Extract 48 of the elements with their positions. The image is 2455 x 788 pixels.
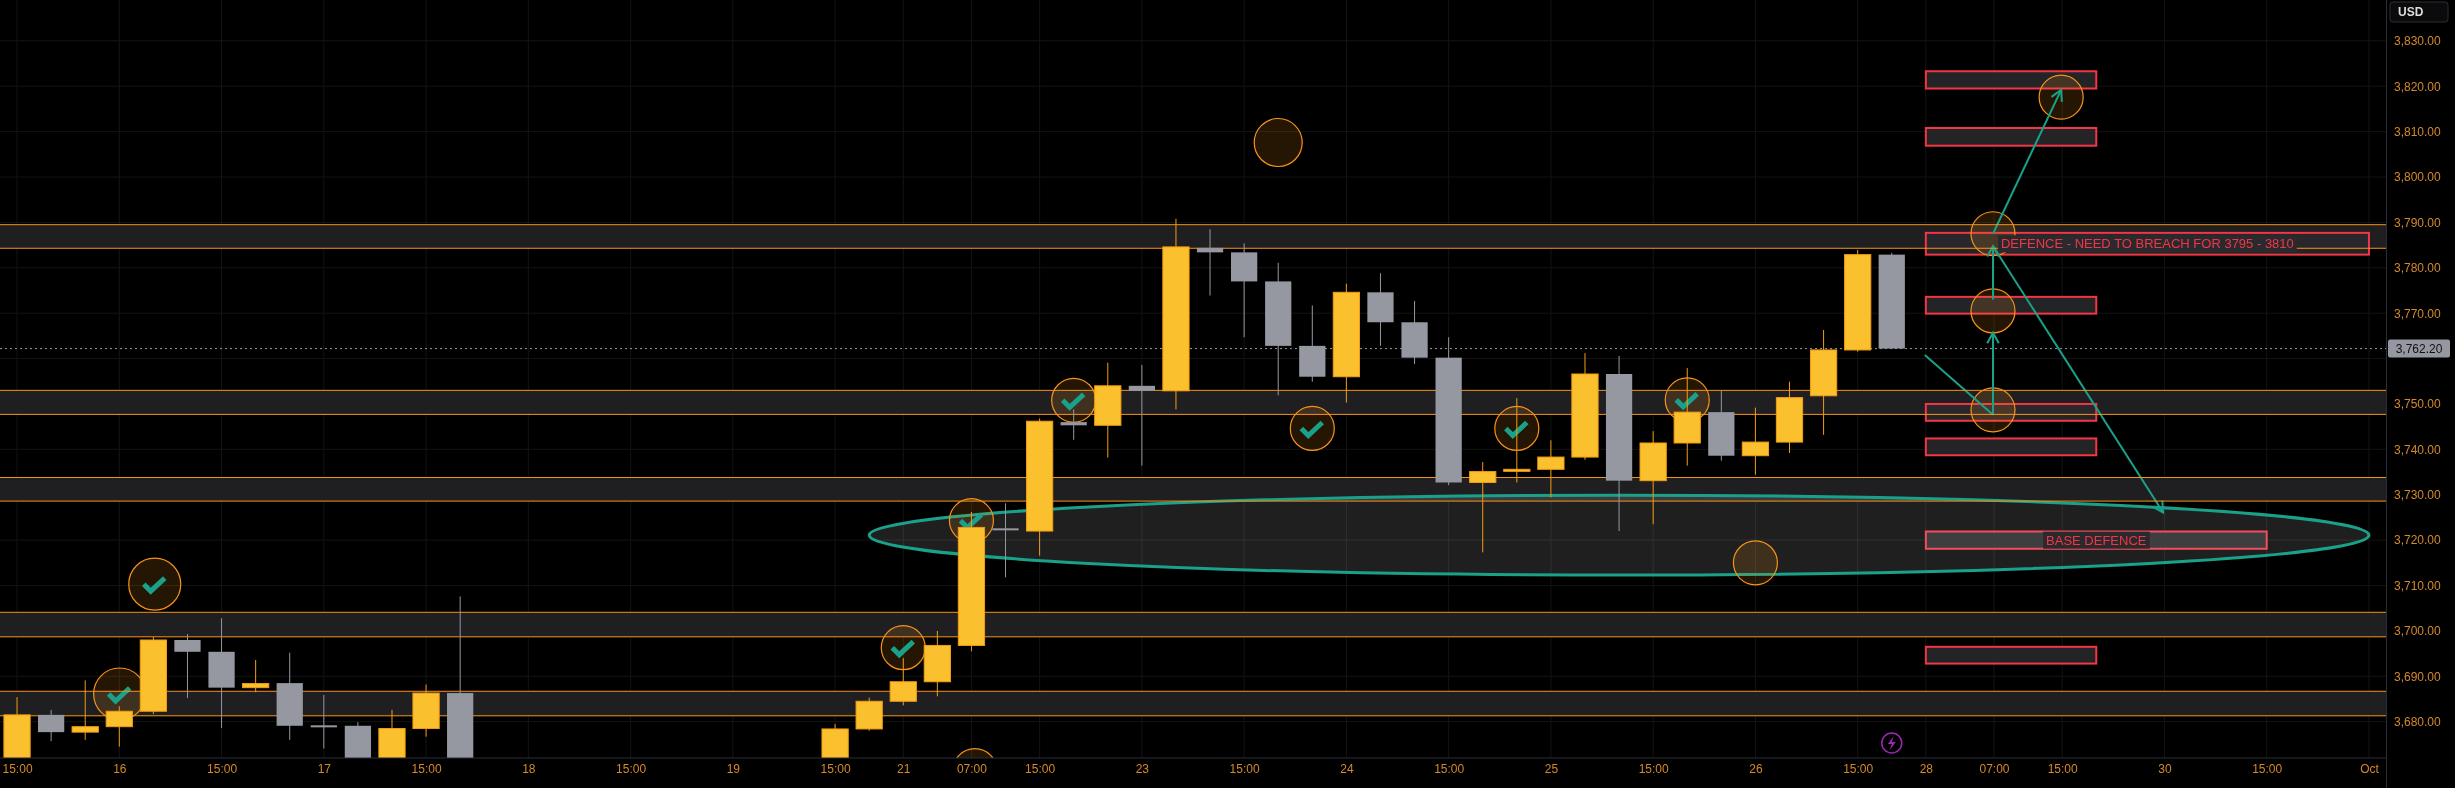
y-tick-label: 3,710.00 [2394, 578, 2442, 593]
x-tick-label: 15:00 [2047, 761, 2079, 776]
x-tick-label: 15:00 [1843, 761, 1874, 776]
y-tick-label: 3,810.00 [2394, 124, 2442, 139]
x-tick-label: 15:00 [616, 761, 647, 776]
x-tick-label: 25 [1544, 761, 1559, 776]
x-tick-label: 26 [1749, 761, 1763, 776]
y-tick-label: 3,800.00 [2394, 170, 2442, 185]
x-tick-label: 15:00 [820, 761, 851, 776]
y-tick-label: 3,790.00 [2394, 215, 2442, 230]
band-label: BASE DEFENCE [2046, 532, 2147, 548]
x-tick-label: 28 [1919, 761, 1934, 776]
x-tick-label: 15:00 [411, 761, 442, 776]
x-tick-label: 15:00 [1025, 761, 1056, 776]
y-tick-label: 3,690.00 [2394, 669, 2442, 684]
y-tick-label: 3,680.00 [2394, 715, 2442, 730]
x-tick-label: 07:00 [956, 761, 988, 776]
x-tick-label: Oct [2360, 761, 2380, 776]
x-tick-label: 30 [2158, 761, 2172, 776]
x-tick-label: 24 [1340, 761, 1354, 776]
y-tick-label: 3,730.00 [2394, 488, 2442, 503]
y-tick-label: 3,820.00 [2394, 79, 2442, 94]
x-tick-label: 15:00 [1638, 761, 1669, 776]
x-tick-label: 18 [522, 761, 536, 776]
candlestick [992, 502, 1019, 578]
y-tick-label: 3,830.00 [2394, 34, 2442, 49]
x-tick-label: 15:00 [207, 761, 238, 776]
y-tick-label: 3,700.00 [2394, 624, 2442, 639]
candlestick [1128, 364, 1155, 467]
x-tick-label: 23 [1135, 761, 1150, 776]
x-tick-label: 17 [317, 761, 332, 776]
x-tick-label: 15:00 [2252, 761, 2283, 776]
y-tick-label: 3,780.00 [2394, 261, 2442, 276]
candlestick [310, 694, 337, 749]
x-tick-label: 16 [113, 761, 127, 776]
x-tick-label: 21 [897, 761, 911, 776]
band-label: DEFENCE - NEED TO BREACH FOR 3795 - 3810 [2000, 236, 2294, 252]
x-tick-label: 07:00 [1979, 761, 2010, 776]
ref-line-label: 3,762.20 [2395, 341, 2443, 356]
y-tick-label: 3,750.00 [2394, 397, 2442, 412]
y-tick-label: 3,720.00 [2394, 533, 2442, 548]
x-tick-label: 19 [726, 761, 741, 776]
x-tick-label: 15:00 [1434, 761, 1465, 776]
y-tick-label: 3,740.00 [2394, 442, 2442, 457]
x-tick-label: 15:00 [2, 761, 33, 776]
y-axis-title: USD [2398, 5, 2424, 20]
x-tick-label: 15:00 [1229, 761, 1260, 776]
y-tick-label: 3,770.00 [2394, 306, 2442, 321]
